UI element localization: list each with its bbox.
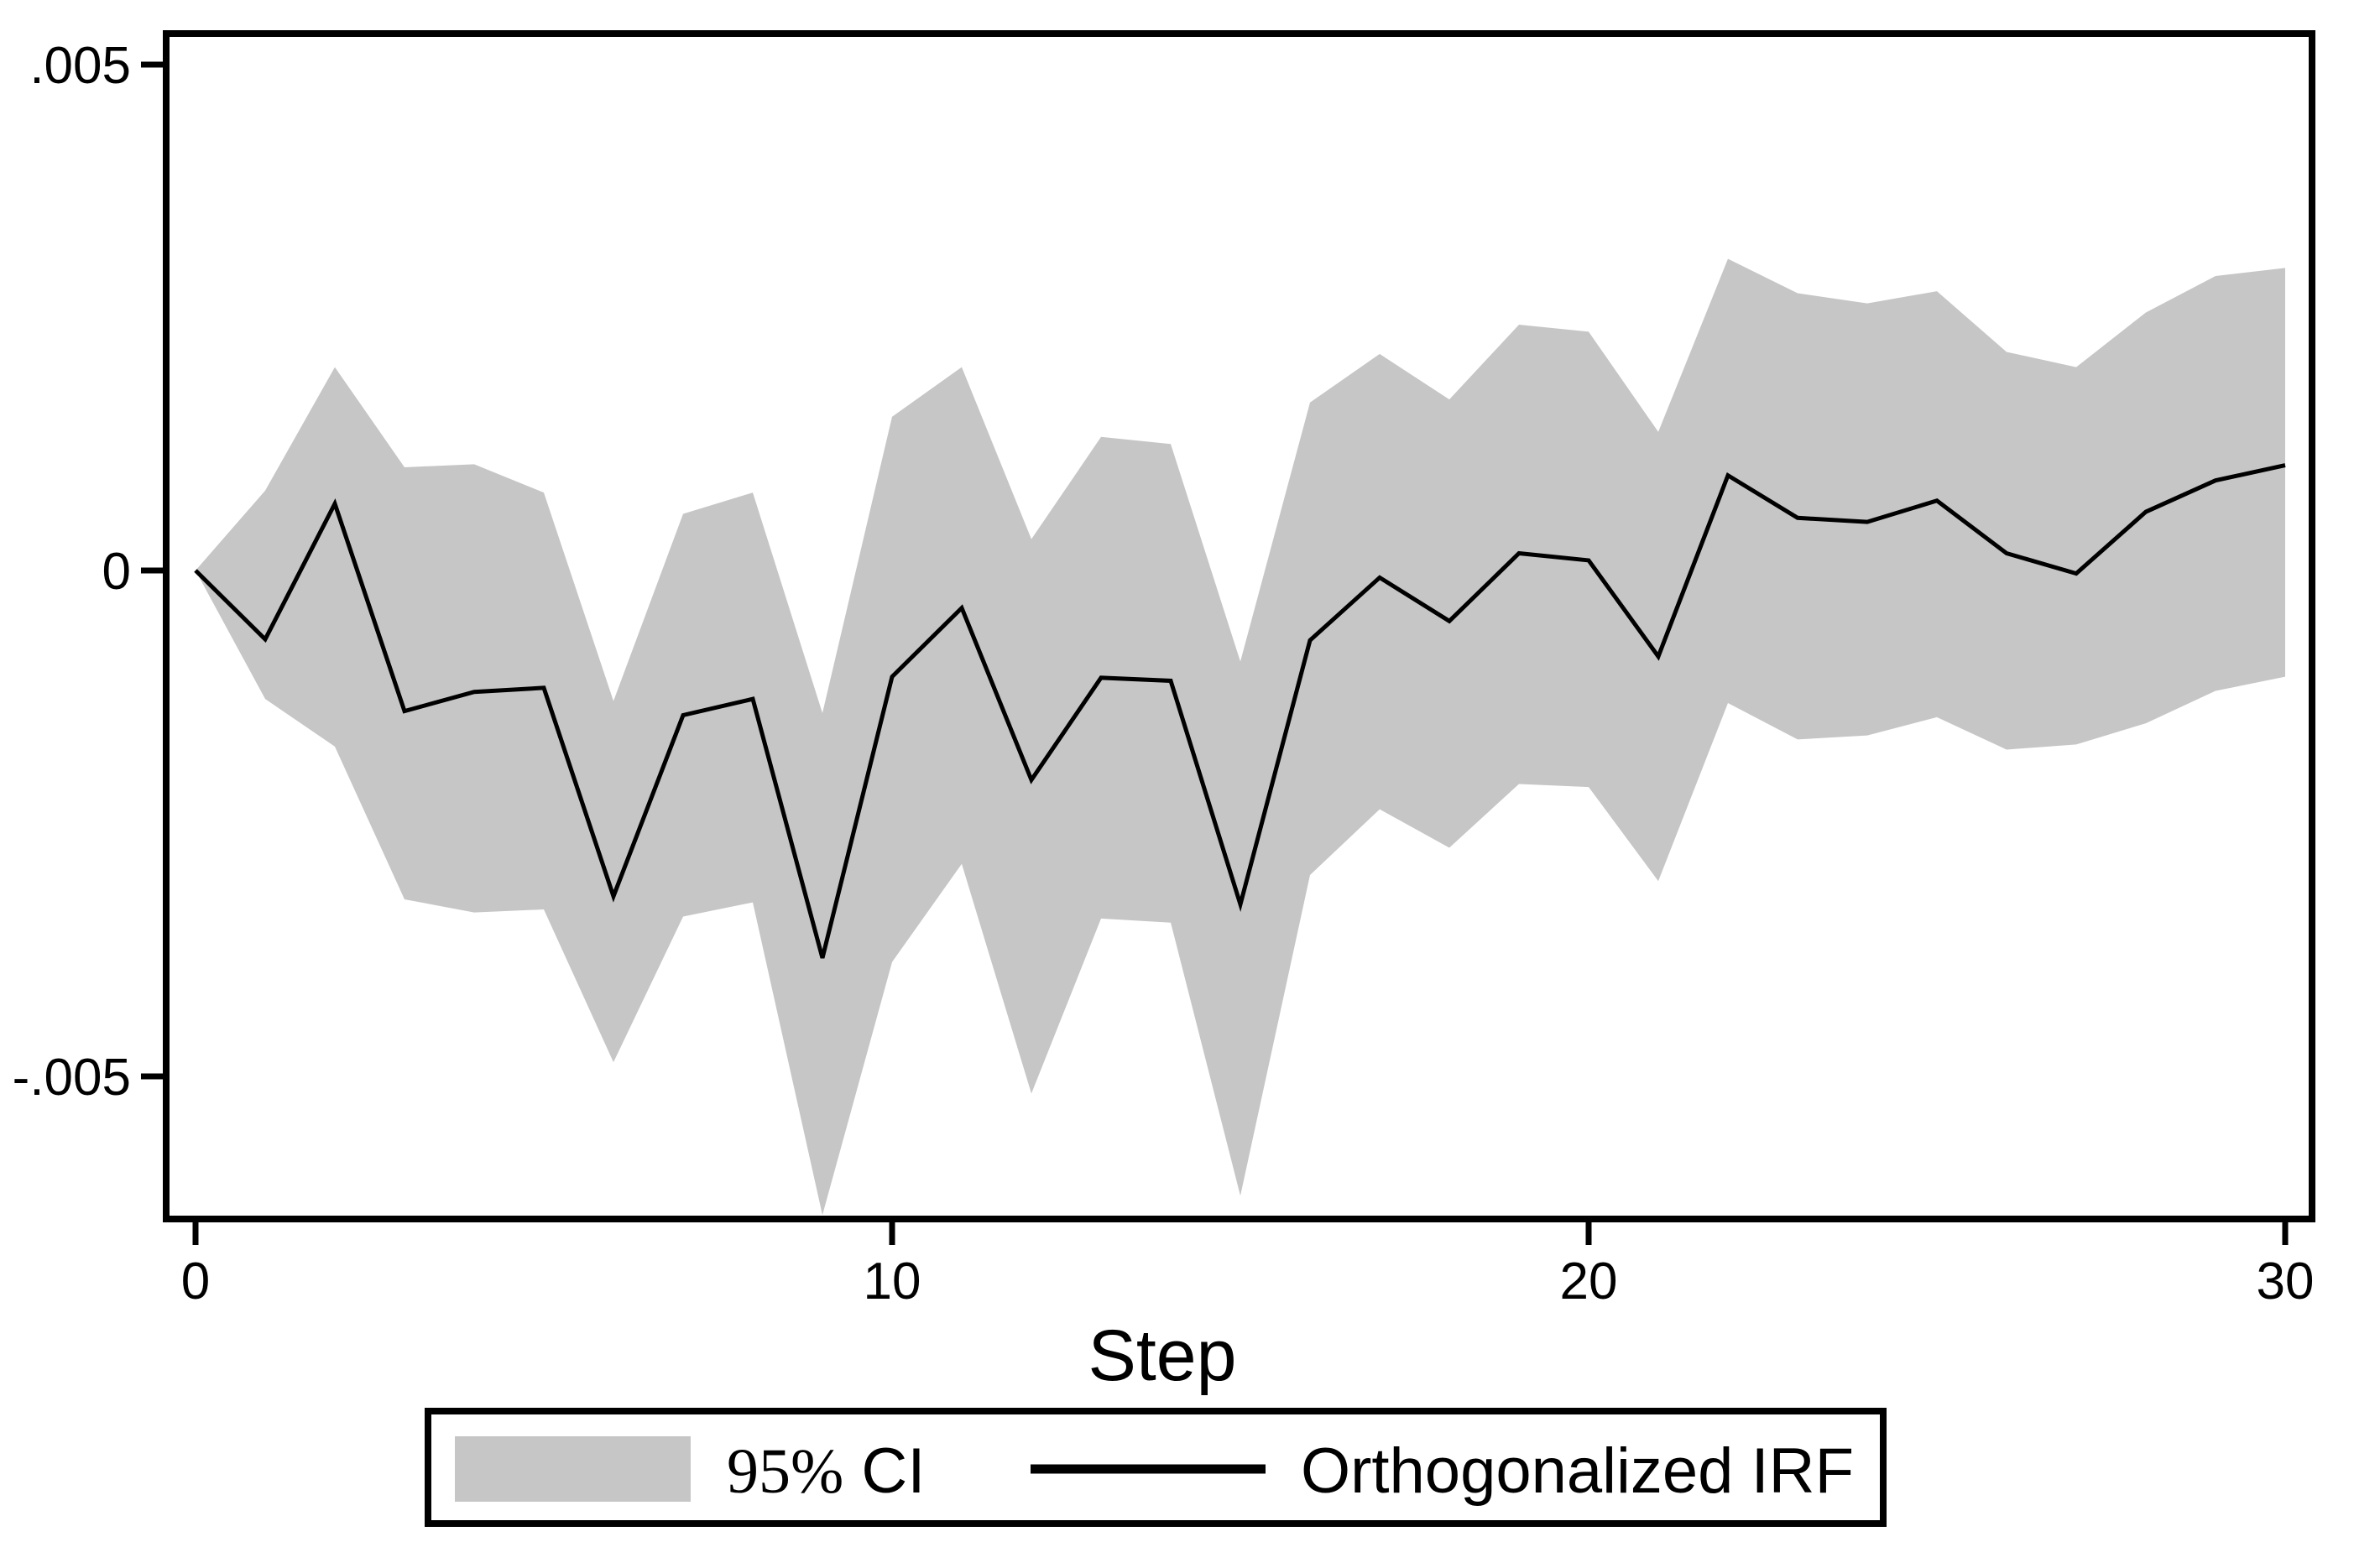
x-tick-label: 30 (2257, 1253, 2315, 1310)
confidence-band-area (196, 258, 2285, 1216)
irf-legend-label: Orthogonalized IRF (1301, 1435, 1854, 1507)
x-axis: 0 10 20 30 (181, 1219, 2315, 1310)
ci-legend-label: 95% CI (727, 1435, 925, 1507)
x-tick-label: 0 (181, 1253, 210, 1310)
y-axis: .005 0 -.005 (13, 37, 166, 1107)
plot-frame (163, 30, 2315, 1222)
y-tick-label: .005 (29, 37, 131, 95)
ci-swatch (455, 1436, 691, 1502)
x-tick-label: 10 (864, 1253, 921, 1310)
irf-line (194, 463, 2286, 959)
legend: 95% CI Orthogonalized IRF (425, 1408, 1887, 1527)
x-axis-title: Step (1088, 1315, 1237, 1396)
x-tick-label: 20 (1560, 1253, 1618, 1310)
y-tick-label: 0 (102, 543, 131, 601)
y-tick-label: -.005 (13, 1049, 131, 1107)
